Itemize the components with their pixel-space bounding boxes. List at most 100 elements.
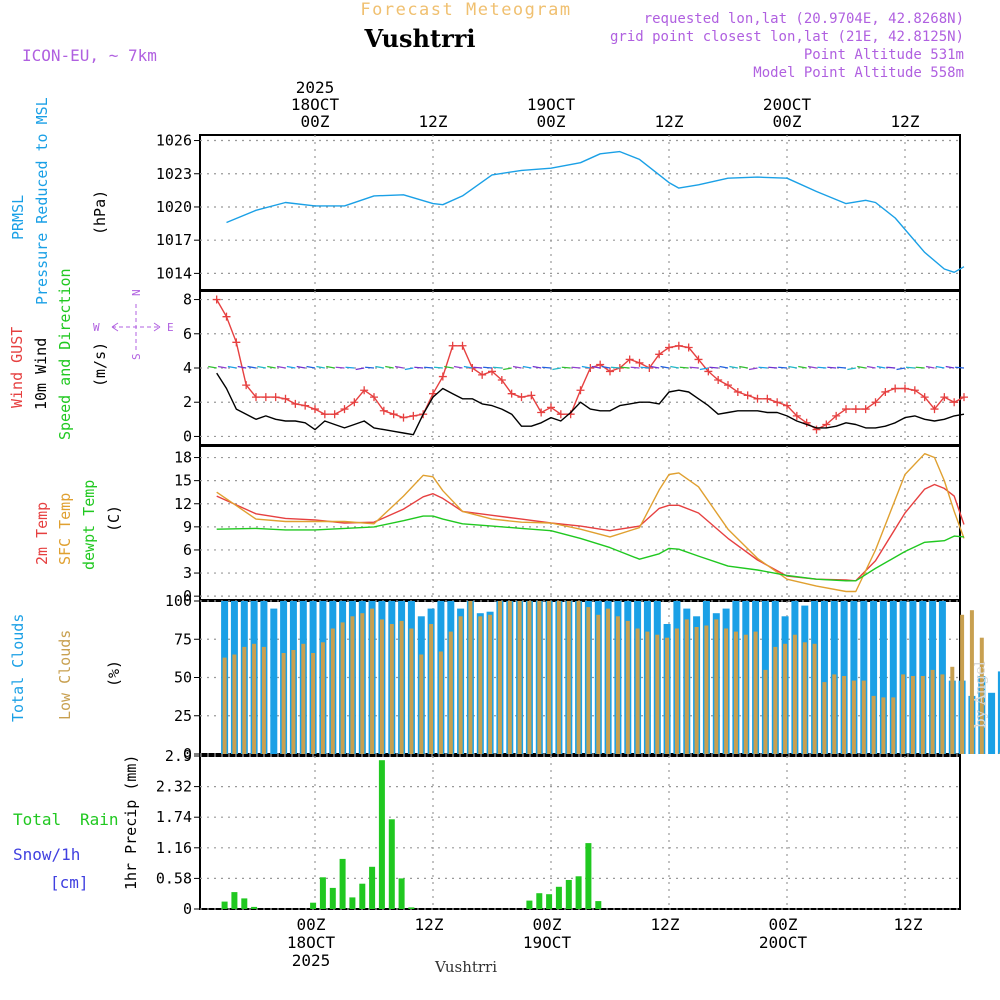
gust-marker: [370, 393, 378, 402]
clouds-bar-low-clouds: [350, 616, 355, 754]
clouds-unit: (%): [105, 660, 123, 687]
bottom-tick-00z-19: 00Z: [533, 915, 562, 934]
wind-direction-arrow: [542, 366, 552, 369]
wind-direction-arrow: [286, 365, 296, 369]
precip-bar-total-rain: [585, 843, 592, 909]
wind-direction-arrow: [532, 365, 542, 369]
clouds-bar-low-clouds: [920, 676, 925, 754]
bottom-time-axis: 00Z 18OCT 2025 12Z 00Z 19OCT 12Z 00Z 20O…: [287, 915, 923, 970]
precip-bar-total-rain: [595, 901, 602, 909]
clouds-bar-low-clouds: [625, 620, 630, 754]
wind-ytick-label: 8: [183, 291, 192, 309]
gust-marker: [910, 386, 919, 395]
gust-marker: [733, 387, 742, 396]
gust-marker: [714, 375, 723, 384]
wind-unit: (m/s): [91, 342, 109, 387]
gust-marker: [212, 295, 221, 304]
clouds-bar-low-clouds: [399, 620, 404, 754]
wind-direction-arrow: [699, 367, 709, 371]
clouds-ytick-label: 75: [174, 630, 192, 648]
gust-marker: [507, 389, 516, 398]
top-tick-12z-18: 12Z: [419, 112, 448, 131]
clouds-bar-total-clouds: [820, 601, 828, 754]
pressure-ytick-label: 1023: [156, 165, 192, 183]
wind-ytick-label: 0: [183, 427, 192, 445]
clouds-bar-low-clouds: [419, 654, 424, 754]
clouds-bar-total-clouds: [850, 601, 858, 754]
wind-direction-arrow: [896, 367, 906, 371]
gust-marker: [960, 393, 968, 402]
clouds-bar-low-clouds: [330, 628, 335, 754]
wind-direction-arrow: [385, 365, 394, 369]
wind-direction-arrow: [768, 366, 778, 369]
clouds-bar-low-clouds: [635, 628, 640, 754]
gust-marker: [478, 370, 487, 379]
wind-direction-arrow: [788, 365, 797, 369]
wind-direction-arrow: [296, 365, 306, 369]
precip-bar-total-rain: [388, 819, 395, 909]
bottom-tick-00z-20: 00Z: [769, 915, 798, 934]
temperature-line-2m-temp: [216, 483, 965, 582]
temperature-ytick-label: 0: [183, 587, 192, 605]
temperature-ytick-label: 12: [174, 495, 192, 513]
wind-direction-arrow: [492, 366, 502, 369]
bottom-date-19oct: 19OCT: [523, 933, 572, 952]
wind-direction-arrow: [365, 366, 375, 369]
wind-speed-dir-label: Speed and Direction: [56, 268, 74, 440]
clouds-bar-total-clouds: [889, 601, 897, 754]
clouds-bar-low-clouds: [517, 601, 522, 754]
clouds-bar-low-clouds: [792, 634, 797, 754]
wind-ytick-label: 4: [183, 359, 192, 377]
compass-arrow-east: [153, 322, 161, 332]
gust-marker: [261, 393, 270, 402]
precip-bar-total-rain: [378, 760, 385, 909]
clouds-bar-low-clouds: [655, 634, 660, 754]
wind-direction-arrow: [424, 366, 434, 369]
bottom-year-label: 2025: [292, 951, 331, 970]
wind-direction-arrow: [945, 365, 955, 369]
wind-direction-arrow: [335, 366, 345, 369]
gust-marker: [448, 341, 457, 350]
wind-gust-label: Wind GUST: [8, 327, 26, 408]
clouds-bar-low-clouds: [871, 695, 876, 754]
clouds-bar-total-clouds: [860, 601, 868, 754]
clouds-low-label: Low Clouds: [56, 630, 74, 720]
gust-marker: [458, 341, 467, 350]
gust-marker: [291, 399, 300, 408]
precip-bar-total-rain: [398, 878, 405, 909]
wind-10m-label: 10m Wind: [32, 338, 50, 410]
precip-bar-total-rain: [526, 900, 533, 909]
wind-direction-arrow: [610, 366, 620, 369]
gust-marker: [881, 387, 890, 396]
clouds-bar-total-clouds: [879, 601, 887, 754]
clouds-bar-low-clouds: [468, 601, 473, 754]
clouds-bar-low-clouds: [714, 619, 719, 754]
wind-direction-arrow: [453, 365, 463, 369]
gust-marker: [783, 401, 791, 410]
wind-direction-arrow: [915, 366, 925, 369]
clouds-bar-low-clouds: [665, 637, 670, 754]
point-altitude: Point Altitude 531m: [804, 47, 964, 63]
clouds-bar-low-clouds: [340, 622, 345, 754]
clouds-bar-low-clouds: [458, 616, 463, 754]
gust-marker: [517, 393, 526, 402]
gust-marker: [655, 350, 664, 359]
clouds-bar-total-clouds: [997, 671, 1000, 754]
top-date-19oct: 19OCT: [527, 95, 576, 114]
gust-marker: [232, 338, 241, 347]
pressure-frame: [199, 134, 961, 291]
gust-marker: [340, 405, 349, 414]
gust-marker: [684, 343, 693, 352]
top-year-label: 2025: [296, 78, 335, 97]
gust-marker: [596, 360, 605, 369]
gust-marker: [704, 367, 713, 376]
gust-marker: [330, 410, 339, 419]
clouds-bar-low-clouds: [566, 601, 571, 754]
clouds-bar-low-clouds: [842, 676, 847, 754]
precip-ytick-label: 2.32: [156, 778, 192, 796]
gust-marker: [311, 405, 319, 414]
clouds-bar-low-clouds: [891, 697, 896, 754]
wind-ytick-label: 2: [183, 393, 192, 411]
meteogram-title: Forecast Meteogram: [360, 0, 571, 20]
clouds-bar-low-clouds: [753, 631, 758, 754]
